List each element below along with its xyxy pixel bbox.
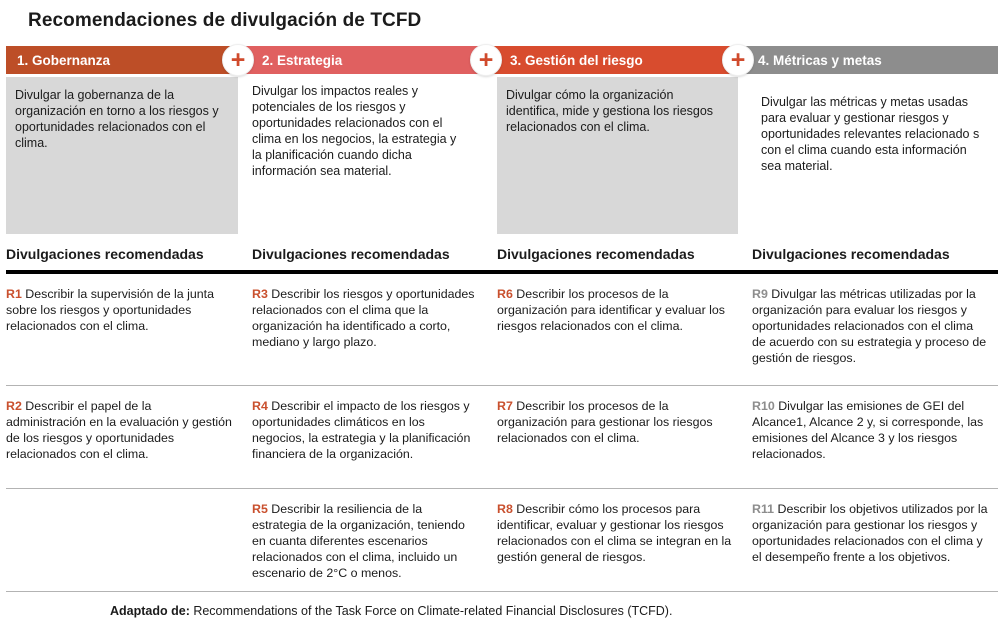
column-header-estrategia: 2. Estrategia xyxy=(238,46,486,74)
disclosure-item-r5: R5 Describir la resiliencia de la estrat… xyxy=(252,489,497,591)
plus-icon: + xyxy=(222,44,254,76)
disclosure-text: Describir la supervisión de la junta sob… xyxy=(6,287,215,333)
empty-cell xyxy=(6,489,252,591)
disclosure-text: Divulgar las emisiones de GEI del Alcanc… xyxy=(752,399,984,461)
descriptions-row: Divulgar la gobernanza de la organizació… xyxy=(6,77,998,234)
description-text: Divulgar cómo la organización identifica… xyxy=(506,88,714,134)
disclosure-text: Describir los objetivos utilizados por l… xyxy=(752,502,988,564)
description-card-metricas-y-metas: Divulgar las métricas y metas usadas par… xyxy=(752,77,998,234)
disclosure-row-3: R5 Describir la resiliencia de la estrat… xyxy=(6,489,998,592)
plus-icon: + xyxy=(722,44,754,76)
disclosure-item-r3: R3 Describir los riesgos y oportunidades… xyxy=(252,274,497,385)
disclosure-item-r6: R6 Describir los procesos de la organiza… xyxy=(497,274,752,385)
description-card-gestion-del-riesgo: Divulgar cómo la organización identifica… xyxy=(497,77,738,234)
footer-text: Recommendations of the Task Force on Cli… xyxy=(189,604,673,618)
description-card-estrategia: Divulgar los impactos reales y potencial… xyxy=(252,77,497,234)
plus-icon: + xyxy=(470,44,502,76)
disclosure-text: Describir el impacto de los riesgos y op… xyxy=(252,399,471,461)
disclosure-item-r9: R9 Divulgar las métricas utilizadas por … xyxy=(752,274,998,385)
description-text: Divulgar las métricas y metas usadas par… xyxy=(761,95,980,173)
disclosure-code: R6 xyxy=(497,287,513,301)
column-header-label: 2. Estrategia xyxy=(262,52,343,68)
column-header-metricas-y-metas: 4. Métricas y metas xyxy=(738,46,998,74)
disclosure-item-r11: R11 Describir los objetivos utilizados p… xyxy=(752,489,998,591)
column-headers-row: 1. Gobernanza 2. Estrategia 3. Gestión d… xyxy=(6,44,998,76)
description-text: Divulgar los impactos reales y potencial… xyxy=(252,84,457,178)
disclosure-text: Describir la resiliencia de la estrategi… xyxy=(252,502,465,580)
page-title: Recomendaciones de divulgación de TCFD xyxy=(28,10,422,31)
disclosure-code: R9 xyxy=(752,287,768,301)
description-text: Divulgar la gobernanza de la organizació… xyxy=(15,88,219,150)
disclosure-text: Describir los procesos de la organizació… xyxy=(497,399,713,445)
disclosure-code: R7 xyxy=(497,399,513,413)
column-header-label: 4. Métricas y metas xyxy=(758,52,882,68)
recommended-disclosures-heading: Divulgaciones recomendadas xyxy=(752,246,950,262)
subheadings-row: Divulgaciones recomendadas Divulgaciones… xyxy=(6,234,998,269)
disclosure-row-2: R2 Describir el papel de la administraci… xyxy=(6,386,998,489)
disclosure-item-r7: R7 Describir los procesos de la organiza… xyxy=(497,386,752,488)
disclosure-code: R11 xyxy=(752,502,775,516)
disclosure-code: R2 xyxy=(6,399,22,413)
disclosure-code: R5 xyxy=(252,502,268,516)
disclosure-code: R1 xyxy=(6,287,22,301)
disclosure-row-1: R1 Describir la supervisión de la junta … xyxy=(6,274,998,386)
recommended-disclosures-heading: Divulgaciones recomendadas xyxy=(252,246,450,262)
disclosure-text: Describir los riesgos y oportunidades re… xyxy=(252,287,475,349)
recommended-disclosures-heading: Divulgaciones recomendadas xyxy=(497,246,695,262)
disclosure-item-r8: R8 Describir cómo los procesos para iden… xyxy=(497,489,752,591)
disclosure-item-r4: R4 Describir el impacto de los riesgos y… xyxy=(252,386,497,488)
disclosure-text: Describir el papel de la administración … xyxy=(6,399,232,461)
description-card-gobernanza: Divulgar la gobernanza de la organizació… xyxy=(6,77,238,234)
disclosure-item-r10: R10 Divulgar las emisiones de GEI del Al… xyxy=(752,386,998,488)
disclosure-code: R8 xyxy=(497,502,513,516)
disclosure-code: R3 xyxy=(252,287,268,301)
disclosure-code: R4 xyxy=(252,399,268,413)
footer-label: Adaptado de: xyxy=(110,604,190,618)
column-header-gobernanza: 1. Gobernanza xyxy=(6,46,238,74)
recommended-disclosures-heading: Divulgaciones recomendadas xyxy=(6,246,204,262)
disclosure-item-r1: R1 Describir la supervisión de la junta … xyxy=(6,274,252,385)
disclosure-text: Divulgar las métricas utilizadas por la … xyxy=(752,287,987,365)
column-header-label: 3. Gestión del riesgo xyxy=(510,52,643,68)
divider-thick xyxy=(6,270,998,274)
column-header-gestion-del-riesgo: 3. Gestión del riesgo xyxy=(486,46,738,74)
disclosure-text: Describir cómo los procesos para identif… xyxy=(497,502,732,564)
footer-note: Adaptado de: Recommendations of the Task… xyxy=(110,604,998,618)
disclosure-item-r2: R2 Describir el papel de la administraci… xyxy=(6,386,252,488)
column-header-label: 1. Gobernanza xyxy=(17,52,111,68)
disclosure-code: R10 xyxy=(752,399,775,413)
disclosure-text: Describir los procesos de la organizació… xyxy=(497,287,725,333)
